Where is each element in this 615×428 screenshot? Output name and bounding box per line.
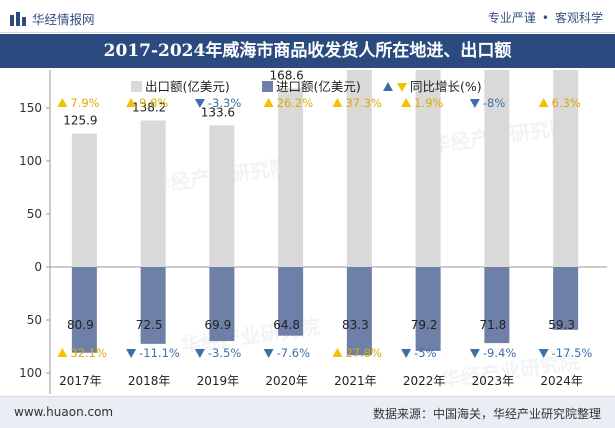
import-bar [71, 267, 97, 353]
y-tick-label: 150 [19, 101, 42, 115]
import-value-label: 79.2 [411, 318, 438, 332]
import-growth-label: -9.4% [483, 346, 516, 360]
export-value-label: 168.6 [269, 70, 303, 82]
export-growth-down-icon [469, 99, 480, 108]
footer-site: www.huaon.com [14, 405, 114, 419]
import-growth-down-icon [401, 349, 412, 358]
x-tick-label: 2024年 [540, 374, 583, 388]
import-growth-label: -17.5% [552, 346, 593, 360]
x-tick-label: 2018年 [128, 374, 171, 388]
import-growth-down-icon [469, 349, 480, 358]
y-tick-label: 100 [19, 366, 42, 380]
export-bar [209, 125, 235, 267]
legend-import-label: 进口额(亿美元) [276, 79, 361, 94]
import-bar [209, 267, 235, 342]
export-growth-label: -3.3% [208, 96, 241, 110]
export-growth-up-icon [126, 98, 137, 107]
import-value-label: 83.3 [342, 318, 369, 332]
export-growth-down-icon [194, 99, 205, 108]
legend-import-swatch [262, 81, 273, 92]
export-bar [415, 70, 441, 267]
footer-source: 数据来源：中国海关，华经产业研究院整理 [372, 407, 601, 421]
export-growth-up-icon [538, 98, 549, 107]
export-bar [553, 70, 579, 268]
import-growth-label: -11.1% [139, 346, 180, 360]
legend-growth-label: 同比增长(%) [410, 79, 482, 94]
x-tick-label: 2023年 [472, 374, 515, 388]
export-growth-up-icon [263, 98, 274, 107]
import-growth-label: 27.8% [345, 346, 382, 360]
import-value-label: 72.5 [136, 318, 163, 332]
logo-text: 华经情报网 [32, 12, 95, 27]
import-growth-label: -3.5% [208, 346, 241, 360]
export-value-label: 133.6 [201, 105, 235, 119]
y-tick-label: 50 [27, 207, 42, 221]
logo-icon [10, 11, 26, 26]
import-value-label: 80.9 [67, 318, 94, 332]
export-growth-label: -8% [483, 96, 505, 110]
legend-export-label: 出口额(亿美元) [145, 79, 230, 94]
export-growth-label: 1.9% [414, 96, 443, 110]
import-growth-up-icon [57, 348, 68, 357]
export-growth-label: 37.3% [345, 96, 382, 110]
legend-export-swatch [131, 81, 142, 92]
chart: 30025020015010050050100150125.980.92017年… [19, 70, 607, 394]
export-bar [484, 70, 510, 268]
export-growth-label: 9.8% [139, 96, 168, 110]
import-value-label: 71.8 [480, 318, 507, 332]
export-growth-up-icon [401, 98, 412, 107]
x-tick-label: 2022年 [403, 374, 446, 388]
export-growth-up-icon [57, 98, 68, 107]
import-bar [415, 267, 441, 351]
x-tick-label: 2017年 [59, 374, 102, 388]
import-bar [484, 267, 510, 344]
import-growth-label: 32.1% [70, 346, 107, 360]
import-growth-down-icon [263, 349, 274, 358]
top-bar: 华经情报网 专业严谨 • 客观科学 [0, 0, 615, 33]
legend-down-icon [397, 83, 407, 92]
x-tick-label: 2019年 [197, 374, 240, 388]
tagline: 专业严谨 • 客观科学 [488, 9, 603, 26]
title-bar: 2017-2024年威海市商品收发货人所在地进、出口额 [0, 34, 615, 68]
y-tick-label: 50 [27, 313, 42, 327]
import-growth-down-icon [538, 349, 549, 358]
logo: 华经情报网 [10, 9, 95, 28]
footer: www.huaon.com 数据来源：中国海关，华经产业研究院整理 [0, 396, 615, 428]
y-tick-label: 0 [34, 260, 42, 274]
import-growth-down-icon [126, 349, 137, 358]
export-value-label: 125.9 [63, 114, 97, 128]
export-growth-label: 7.9% [70, 96, 99, 110]
export-growth-label: 6.3% [552, 96, 581, 110]
import-growth-label: -7.6% [277, 346, 310, 360]
export-bar [346, 70, 372, 268]
tagline-separator: • [541, 11, 549, 25]
x-tick-label: 2020年 [265, 374, 308, 388]
tagline-right: 客观科学 [554, 11, 603, 25]
export-bar [278, 88, 304, 267]
import-value-label: 64.8 [273, 318, 300, 332]
export-bar [71, 133, 97, 267]
tagline-left: 专业严谨 [487, 11, 536, 25]
import-growth-label: -5% [414, 346, 436, 360]
legend-up-icon [383, 82, 393, 91]
y-tick-label: 100 [19, 154, 42, 168]
import-value-label: 69.9 [205, 318, 232, 332]
import-growth-down-icon [194, 349, 205, 358]
import-bar [278, 267, 304, 336]
import-bar [140, 267, 166, 344]
x-tick-label: 2021年 [334, 374, 377, 388]
import-growth-up-icon [332, 348, 343, 357]
export-growth-label: 26.2% [277, 96, 314, 110]
export-growth-up-icon [332, 98, 343, 107]
chart-title: 2017-2024年威海市商品收发货人所在地进、出口额 [103, 41, 512, 61]
import-bar [553, 267, 579, 330]
export-bar [140, 120, 166, 267]
import-value-label: 59.3 [548, 318, 575, 332]
import-bar [346, 267, 372, 356]
export-value-label: 138.2 [132, 101, 166, 115]
